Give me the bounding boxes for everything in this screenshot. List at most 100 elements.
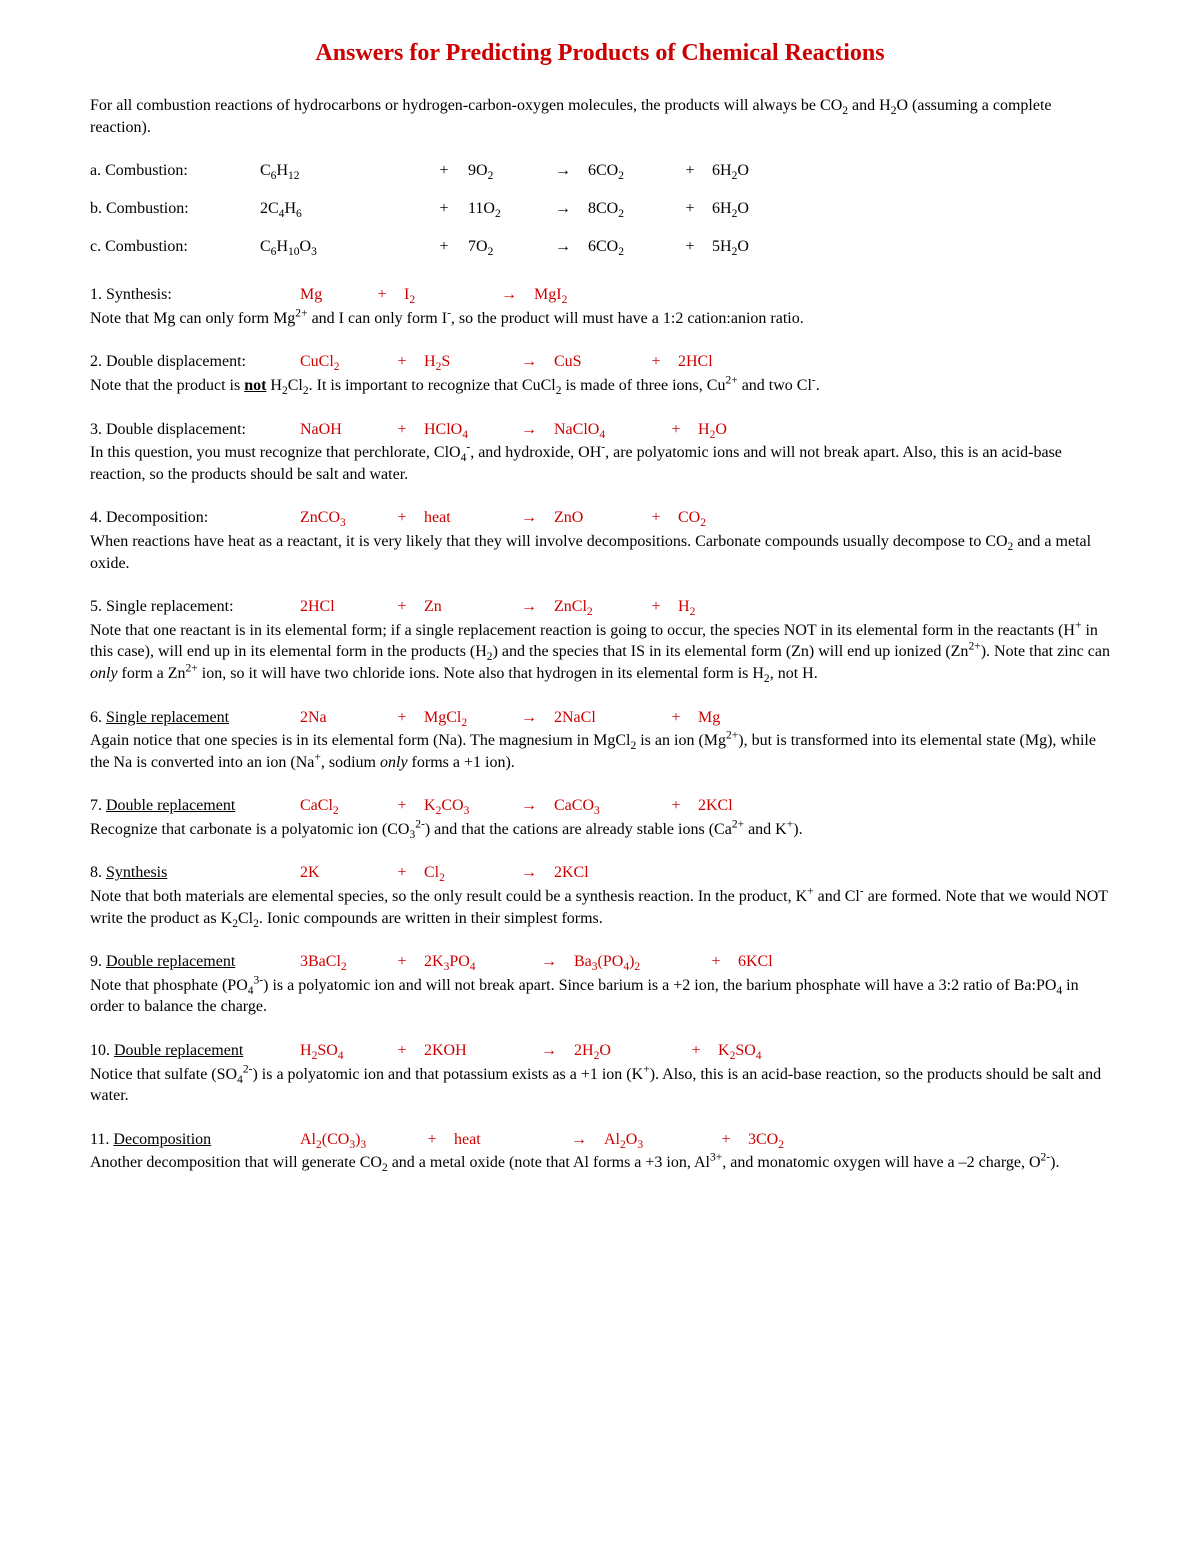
equation-line: 5. Single replacement:2HCl+Zn→ZnCl2+H2 (90, 596, 1110, 618)
formula: 2K (300, 862, 380, 884)
plus-symbol: + (380, 596, 424, 618)
question-note: Notice that sulfate (SO42-) is a polyato… (90, 1064, 1110, 1107)
question-label: 4. Decomposition: (90, 507, 300, 529)
question-block: 5. Single replacement:2HCl+Zn→ZnCl2+H2No… (90, 596, 1110, 684)
question-note: Again notice that one species is in its … (90, 730, 1110, 773)
formula: CaCO3 (554, 795, 654, 817)
plus-symbol: + (668, 238, 712, 256)
question-label: 5. Single replacement: (90, 596, 300, 618)
plus-symbol: + (420, 200, 468, 218)
combustion-label: b. Combustion: (90, 200, 260, 218)
formula: Cl2 (424, 862, 504, 884)
plus-symbol: + (360, 284, 404, 306)
plus-symbol: + (420, 162, 468, 180)
question-block: 9. Double replacement3BaCl2+2K3PO4→Ba3(P… (90, 951, 1110, 1018)
question-block: 10. Double replacementH2SO4+2KOH→2H2O+K2… (90, 1040, 1110, 1107)
reactant-2: 11O2 (468, 200, 538, 218)
arrow-symbol: → (538, 238, 588, 256)
plus-symbol: + (634, 596, 678, 618)
formula: Ba3(PO4)2 (574, 951, 694, 973)
plus-symbol: + (654, 419, 698, 441)
formula: CO2 (678, 507, 758, 529)
reactant-1: C6H10O3 (260, 238, 420, 256)
plus-symbol: + (380, 951, 424, 973)
product-2: 6H2O (712, 200, 792, 218)
arrow-symbol: → (504, 707, 554, 729)
question-label: 6. Single replacement (90, 707, 300, 729)
question-block: 2. Double displacement:CuCl2+H2S→CuS+2HC… (90, 351, 1110, 396)
question-note: When reactions have heat as a reactant, … (90, 531, 1110, 574)
plus-symbol: + (668, 162, 712, 180)
formula: heat (454, 1129, 554, 1151)
plus-symbol: + (380, 707, 424, 729)
equation-line: 10. Double replacementH2SO4+2KOH→2H2O+K2… (90, 1040, 1110, 1062)
equation-line: 1. Synthesis:Mg+I2→MgI2 (90, 284, 1110, 306)
plus-symbol: + (654, 707, 698, 729)
formula: 2NaCl (554, 707, 654, 729)
product-2: 6H2O (712, 162, 792, 180)
product-2: 5H2O (712, 238, 792, 256)
product-1: 6CO2 (588, 238, 668, 256)
formula: K2CO3 (424, 795, 504, 817)
formula: ZnO (554, 507, 634, 529)
question-label: 1. Synthesis: (90, 284, 300, 306)
plus-symbol: + (380, 419, 424, 441)
arrow-symbol: → (504, 795, 554, 817)
plus-symbol: + (634, 507, 678, 529)
page: Answers for Predicting Products of Chemi… (0, 0, 1200, 1553)
formula: 2Na (300, 707, 380, 729)
arrow-symbol: → (524, 951, 574, 973)
question-block: 4. Decomposition:ZnCO3+heat→ZnO+CO2When … (90, 507, 1110, 574)
plus-symbol: + (654, 795, 698, 817)
arrow-symbol: → (484, 284, 534, 306)
reactant-2: 7O2 (468, 238, 538, 256)
formula: 2K3PO4 (424, 951, 524, 973)
plus-symbol: + (668, 200, 712, 218)
plus-symbol: + (380, 1040, 424, 1062)
question-note: Note that both materials are elemental s… (90, 886, 1110, 929)
plus-symbol: + (410, 1129, 454, 1151)
reactant-2: 9O2 (468, 162, 538, 180)
plus-symbol: + (380, 351, 424, 373)
combustion-block: a. Combustion:C6H12+9O2→6CO2+6H2O b. Comb… (90, 162, 1110, 256)
formula: H2O (698, 419, 778, 441)
combustion-row: b. Combustion:2C4H6+11O2→8CO2+6H2O (90, 200, 1110, 218)
plus-symbol: + (420, 238, 468, 256)
plus-symbol: + (704, 1129, 748, 1151)
formula: Zn (424, 596, 504, 618)
formula: 2KCl (554, 862, 634, 884)
formula: NaOH (300, 419, 380, 441)
arrow-symbol: → (504, 419, 554, 441)
question-note: Recognize that carbonate is a polyatomic… (90, 819, 1110, 841)
question-note: Note that phosphate (PO43-) is a polyato… (90, 975, 1110, 1018)
question-block: 8. Synthesis2K+Cl2→2KClNote that both ma… (90, 862, 1110, 929)
question-block: 3. Double displacement:NaOH+HClO4→NaClO4… (90, 419, 1110, 486)
arrow-symbol: → (538, 200, 588, 218)
formula: 6KCl (738, 951, 818, 973)
questions-block: 1. Synthesis:Mg+I2→MgI2Note that Mg can … (90, 284, 1110, 1174)
question-block: 11. DecompositionAl2(CO3)3+heat→Al2O3+3C… (90, 1129, 1110, 1174)
combustion-row: a. Combustion:C6H12+9O2→6CO2+6H2O (90, 162, 1110, 180)
equation-line: 2. Double displacement:CuCl2+H2S→CuS+2HC… (90, 351, 1110, 373)
plus-symbol: + (380, 862, 424, 884)
formula: 2H2O (574, 1040, 674, 1062)
formula: 2HCl (300, 596, 380, 618)
equation-line: 7. Double replacementCaCl2+K2CO3→CaCO3+2… (90, 795, 1110, 817)
equation-line: 6. Single replacement2Na+MgCl2→2NaCl+Mg (90, 707, 1110, 729)
question-note: Another decomposition that will generate… (90, 1152, 1110, 1174)
formula: CuS (554, 351, 634, 373)
plus-symbol: + (694, 951, 738, 973)
arrow-symbol: → (538, 162, 588, 180)
product-1: 8CO2 (588, 200, 668, 218)
question-note: In this question, you must recognize tha… (90, 442, 1110, 485)
question-label: 8. Synthesis (90, 862, 300, 884)
arrow-symbol: → (554, 1129, 604, 1151)
formula: H2S (424, 351, 504, 373)
page-title: Answers for Predicting Products of Chemi… (90, 40, 1110, 67)
formula: MgI2 (534, 284, 614, 306)
equation-line: 9. Double replacement3BaCl2+2K3PO4→Ba3(P… (90, 951, 1110, 973)
arrow-symbol: → (504, 596, 554, 618)
plus-symbol: + (380, 507, 424, 529)
formula: H2 (678, 596, 758, 618)
intro-paragraph: For all combustion reactions of hydrocar… (90, 95, 1110, 138)
